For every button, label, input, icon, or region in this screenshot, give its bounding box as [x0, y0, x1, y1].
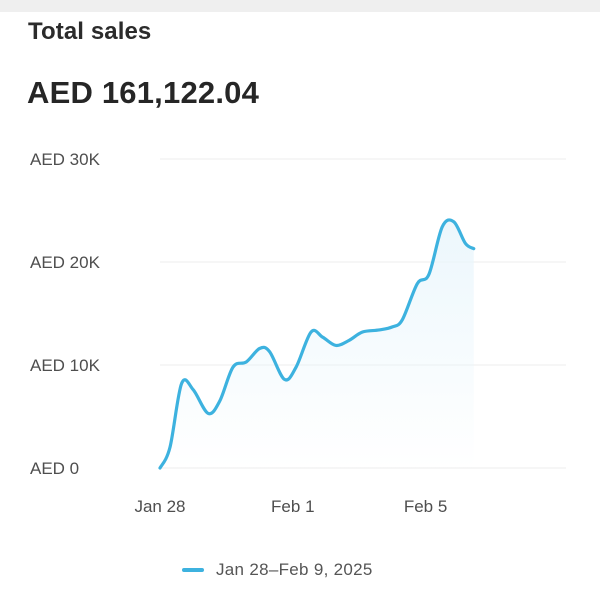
x-tick-label: Jan 28 [134, 497, 185, 516]
total-sales-value: AED 161,122.04 [27, 75, 260, 110]
chart-legend: Jan 28–Feb 9, 2025 [182, 558, 373, 582]
total-sales-card [0, 12, 600, 595]
series-area-fill [160, 219, 474, 468]
y-axis-ticks: AED 0 AED 10K AED 20K AED 30K [30, 150, 101, 478]
x-tick-label: Feb 5 [404, 497, 447, 516]
card-title: Total sales [28, 18, 152, 45]
top-strip [0, 0, 600, 12]
series-line[interactable] [158, 218, 476, 470]
y-tick-label: AED 10K [30, 356, 101, 375]
x-tick-label: Feb 1 [271, 497, 314, 516]
y-tick-label: AED 20K [30, 253, 101, 272]
x-axis-ticks: Jan 28 Feb 1 Feb 5 [134, 497, 447, 516]
y-tick-label: AED 0 [30, 459, 79, 478]
legend-swatch-line [182, 568, 204, 572]
legend-label: Jan 28–Feb 9, 2025 [216, 560, 373, 579]
y-tick-label: AED 30K [30, 150, 101, 169]
